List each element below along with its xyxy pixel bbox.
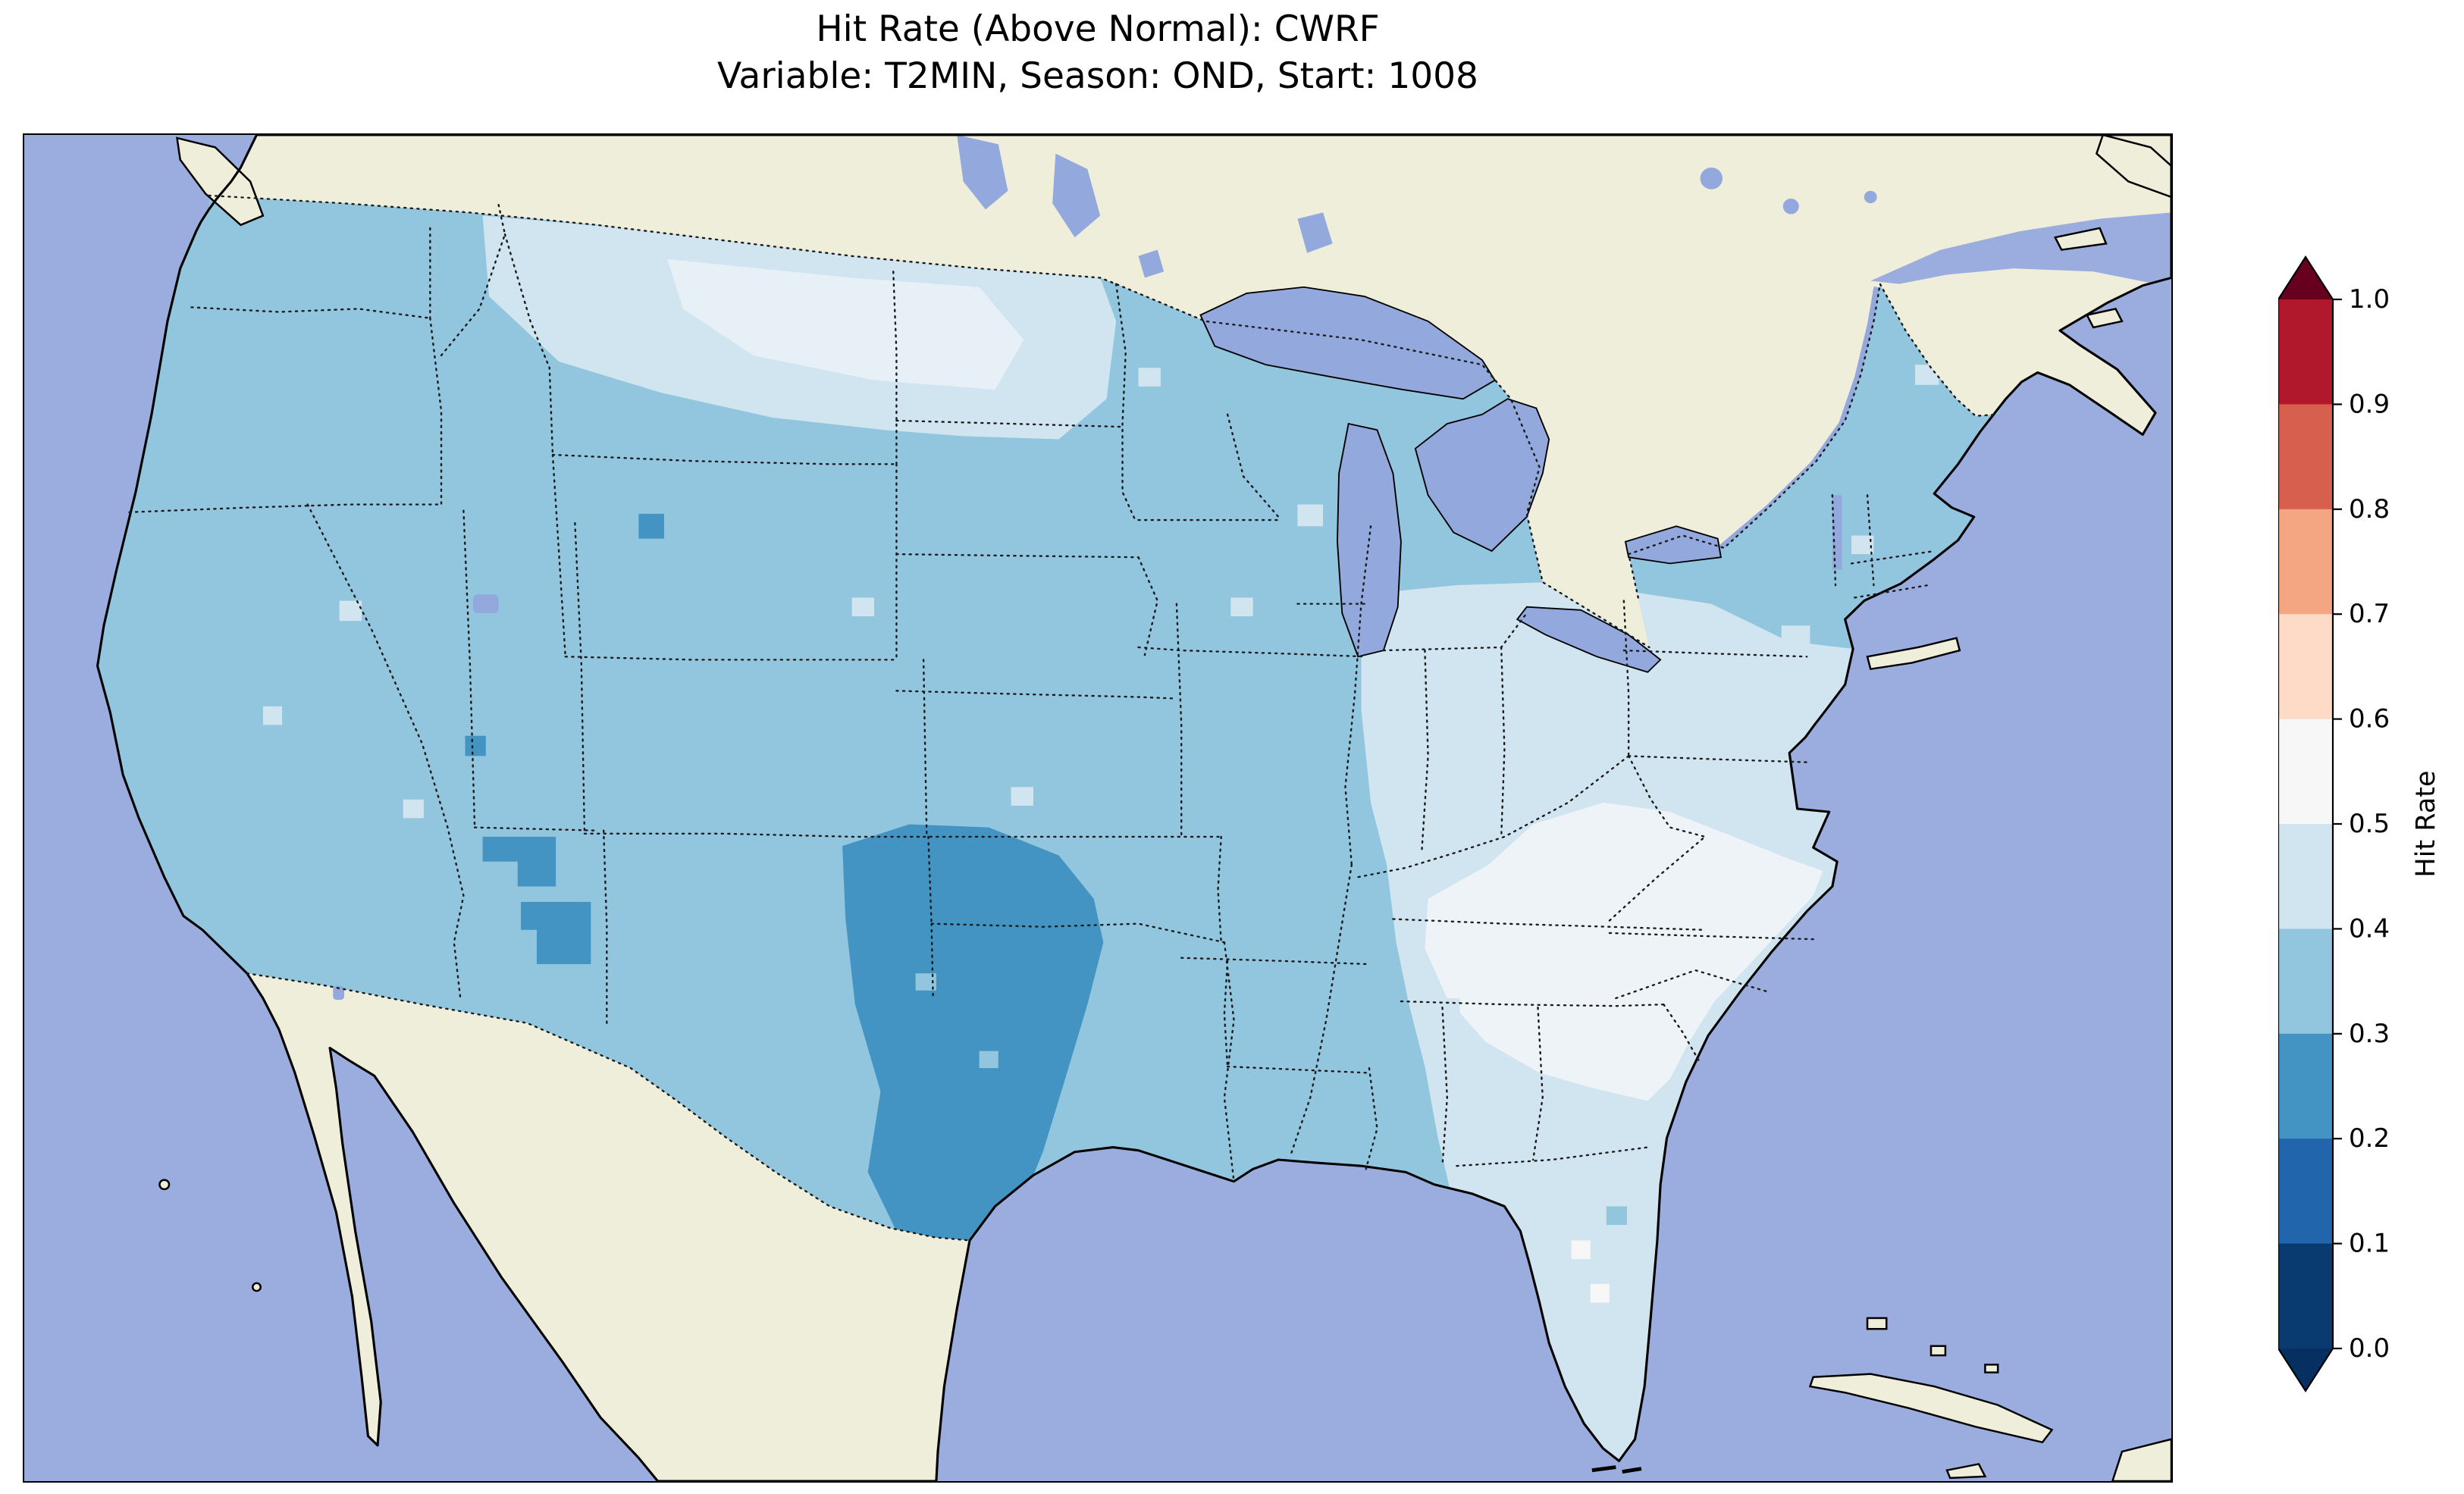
colorbar-tick-label: 0.8 [2349,494,2390,525]
colorbar-band [2278,929,2333,1035]
colorbar-axis-label: Hit Rate [2411,770,2441,877]
hit-rate-cell [1851,535,1874,555]
colorbar-tick-label: 0.1 [2349,1229,2390,1259]
hit-rate-cell [1781,625,1810,647]
hit-rate-cell [403,799,424,819]
colorbar-band [2278,509,2333,615]
lake-winnipeg [957,135,1008,210]
us-canada-border [208,194,1999,649]
hit-rate-cell [339,600,362,622]
colorbar-band [2278,1033,2333,1139]
colorbar-band [2278,1139,2333,1245]
lake-ontario [1624,525,1722,565]
colorbar-canvas: 1.0 0.9 0.8 0.7 0.6 0.5 0.4 0.3 0.2 0.1 0.0 Hit Ra… [2278,255,2441,1393]
colorbar-tick-label: 0.6 [2349,704,2390,734]
long-island [1866,637,1961,671]
lake-champlain [1832,495,1842,570]
region-new-mexico-dark-1 [482,836,556,887]
colorbar-tick-label: 0.4 [2349,913,2390,944]
quebec-lake-1 [1700,168,1723,189]
hit-rate-cell [1011,787,1033,806]
coastline [96,135,2171,1481]
baja-island-1 [158,1179,171,1191]
bahamas-1 [1866,1317,1888,1330]
jamaica [1945,1463,1987,1480]
lake-erie [1516,606,1662,673]
hit-rate-cell [1297,504,1324,527]
cuba [1808,1373,2054,1444]
us-mexico-border [246,972,971,1242]
salton-sea [333,985,344,1000]
hit-rate-cell [851,597,875,617]
anticosti-island [2053,227,2108,251]
lake-nipigon [1297,212,1333,253]
bahamas-2 [1930,1345,1947,1357]
canada-lakes [957,135,1877,278]
quebec-lake-2 [1782,198,1799,215]
hit-rate-cell [262,706,283,725]
colorbar-extend-under [2278,1348,2333,1391]
prince-edward-island [2085,308,2124,329]
coastlines [96,135,2171,1481]
colorbar-extend-over [2278,257,2333,299]
hit-rate-cell [1138,368,1161,387]
region-southeast-white [1425,802,1823,1101]
us-hit-rate-regions [482,215,1854,1461]
quebec-lake-3 [1864,190,1877,204]
chart-title: Hit Rate (Above Normal): CWRF Variable: … [23,6,2173,100]
hit-rate-cell [1606,1206,1628,1226]
region-new-mexico-dark-2 [520,901,591,964]
region-texas-dark [842,824,1104,1256]
colorbar-band [2278,614,2333,720]
colorbar-tick-label: 1.0 [2349,284,2390,315]
colorbar-bands [2278,299,2333,1349]
colorbar-tick-label: 0.3 [2349,1019,2390,1049]
colorbar-tick-label: 0.5 [2349,809,2390,839]
hit-rate-cell [465,735,486,756]
map-axes [23,133,2173,1483]
hit-rate-cell [1384,830,1409,851]
hit-rate-cell [638,513,664,539]
lake-manitoba [1052,153,1101,238]
colorbar-band [2278,299,2333,406]
great-salt-lake [473,594,499,613]
hit-rate-cell [1590,1283,1610,1303]
vancouver-island [176,136,265,227]
colorbar: 1.0 0.9 0.8 0.7 0.6 0.5 0.4 0.3 0.2 0.1 0.0 Hit Ra… [2278,254,2464,1398]
map-canvas [24,135,2171,1481]
colorbar-band [2278,1243,2333,1349]
us-hit-rate-cells [262,365,1939,1303]
region-northern-plains-core [667,258,1024,390]
colorbar-ticks: 1.0 0.9 0.8 0.7 0.6 0.5 0.4 0.3 0.2 0.1 0.0 [2333,284,2390,1364]
bahamas-3 [1984,1364,1999,1373]
lake-of-the-woods [1138,249,1165,278]
colorbar-tick-label: 0.0 [2349,1333,2390,1364]
colorbar-band [2278,824,2333,930]
hit-rate-cell [1571,1240,1591,1260]
chart-title-line1: Hit Rate (Above Normal): CWRF [816,8,1380,50]
lake-huron [1414,398,1550,553]
hit-rate-cell [915,973,936,991]
colorbar-band [2278,404,2333,510]
florida-keys [1591,1465,1642,1474]
state-borders [128,204,1936,1182]
hit-rate-cell [1230,597,1253,617]
colorbar-tick-label: 0.2 [2349,1123,2390,1154]
chart-title-line2: Variable: T2MIN, Season: OND, Start: 100… [717,55,1478,98]
hit-rate-cell [1437,998,1460,1017]
colorbar-tick-label: 0.7 [2349,599,2390,629]
hit-rate-cell [979,1051,998,1069]
colorbar-band [2278,719,2333,825]
colorbar-tick-label: 0.9 [2349,389,2390,419]
baja-island-2 [251,1282,262,1292]
hit-rate-cell [1399,923,1425,944]
